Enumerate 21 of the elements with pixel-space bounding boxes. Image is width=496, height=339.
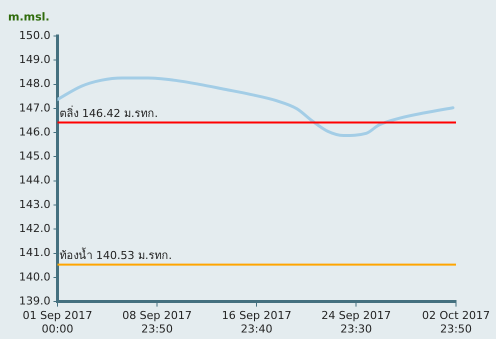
line-series xyxy=(57,76,454,137)
ref-line-label: ตลิ่ง 146.42 ม.รทก. xyxy=(59,104,158,120)
y-tick-label: 144.0 xyxy=(18,174,50,187)
y-tick-label: 140.0 xyxy=(18,270,50,284)
y-tick-label: 148.0 xyxy=(18,77,50,90)
y-tick-label: 147.0 xyxy=(18,101,50,114)
y-tick-label: 141.0 xyxy=(18,246,50,260)
y-tick-label: 145.0 xyxy=(18,150,50,163)
y-tick-label: 139.0 xyxy=(18,294,50,308)
y-tick-label: 149.0 xyxy=(18,53,50,66)
x-tick-label: 16 Sep 2017 23:40 xyxy=(222,309,292,336)
x-tick-label: 24 Sep 2017 23:30 xyxy=(321,309,392,336)
x-tick-label: 01 Sep 2017 00:00 xyxy=(22,309,92,336)
y-tick-label: 150.0 xyxy=(18,28,50,42)
y-axis-title: m.msl. xyxy=(8,10,50,24)
x-tick-label: 08 Sep 2017 23:50 xyxy=(122,309,192,336)
ref-line-label: ท้องน้ำ 140.53 ม.รทก. xyxy=(59,247,172,262)
y-tick-label: 142.0 xyxy=(18,222,50,236)
y-tick-label: 143.0 xyxy=(18,198,50,211)
y-tick-label: 146.0 xyxy=(18,125,50,138)
x-tick-label: 02 Oct 2017 23:50 xyxy=(422,309,490,336)
